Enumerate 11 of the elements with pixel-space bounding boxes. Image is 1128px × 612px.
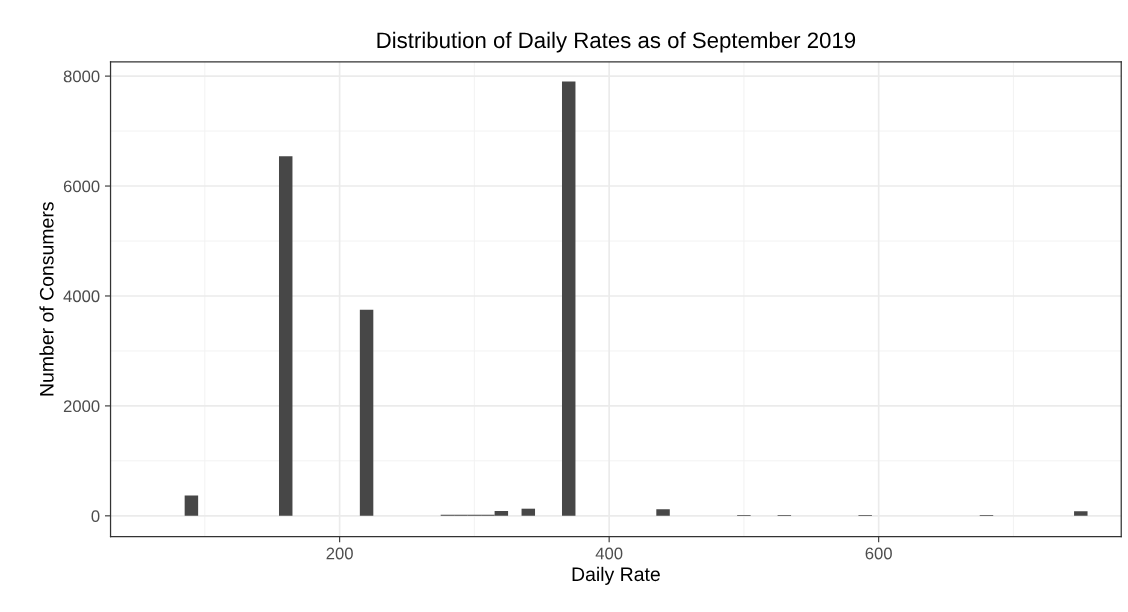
- y-tick-label: 0: [91, 510, 100, 523]
- y-tick-label: 4000: [63, 290, 100, 303]
- y-tick-label: 2000: [63, 400, 100, 413]
- y-axis-title: Number of Consumers: [39, 202, 54, 396]
- x-tick-label: 200: [326, 547, 353, 560]
- x-tick-label: 400: [595, 547, 623, 560]
- chart-title: Distribution of Daily Rates as of September 2019: [377, 31, 856, 53]
- y-tick-label: 6000: [63, 180, 100, 193]
- y-tick-label: 8000: [63, 70, 100, 83]
- x-tick-label: 600: [865, 547, 892, 560]
- x-axis-title: Daily Rate: [572, 566, 660, 585]
